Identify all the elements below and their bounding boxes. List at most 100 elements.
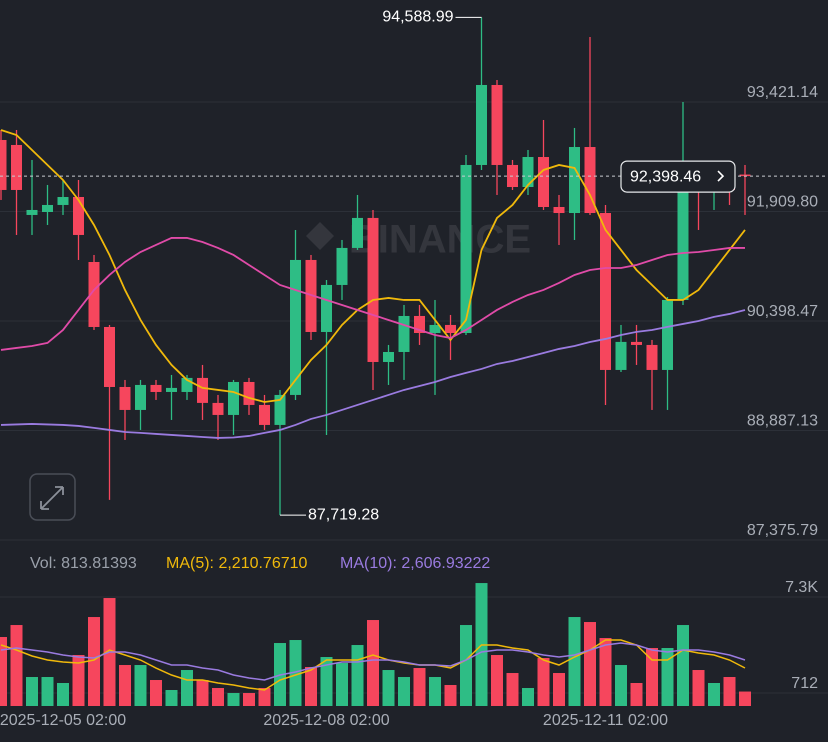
volume-bar: [599, 638, 612, 706]
volume-bar: [708, 682, 720, 706]
candle-body: [615, 341, 627, 370]
candle-body: [259, 404, 270, 425]
volume-bar: [88, 617, 100, 706]
price-panel: [0, 17, 751, 516]
volume-bar: [150, 680, 162, 706]
volume-bar: [723, 677, 736, 706]
ma-line: [0, 642, 746, 681]
volume-bar: [460, 625, 472, 706]
volume-bar: [181, 670, 193, 706]
volume-panel: [0, 583, 751, 706]
candle-body: [445, 324, 456, 333]
volume-bar: [661, 648, 674, 706]
candle-body: [290, 259, 301, 395]
volume-bar: [212, 688, 224, 706]
last-price-chevron: [717, 170, 725, 182]
candle-body: [305, 259, 317, 332]
volume-bar: [739, 691, 751, 706]
volume-bar: [584, 622, 596, 706]
candle-body: [476, 84, 487, 165]
expand-icon[interactable]: [40, 486, 64, 510]
volume-bar: [553, 673, 565, 706]
volume-bar: [522, 688, 534, 706]
y-tick-label: 93,421.14: [747, 84, 818, 101]
volume-bar: [258, 688, 271, 706]
volume-bar: [134, 665, 147, 706]
volume-bar: [57, 682, 69, 706]
volume-bar: [243, 693, 255, 706]
volume-bar: [491, 655, 503, 706]
candle-body: [228, 381, 239, 415]
candle-body: [600, 213, 611, 370]
volume-bar: [227, 693, 240, 706]
candle-body: [662, 299, 673, 370]
volume-legend: MA(10): 2,606.93222: [340, 555, 490, 572]
candle-body: [352, 217, 363, 248]
candle-body: [646, 344, 658, 370]
candle-body: [104, 326, 115, 387]
last-price-box[interactable]: [620, 160, 736, 193]
volume-bar: [506, 673, 519, 706]
candle-body: [73, 197, 84, 235]
x-tick-label: 2025-12-11 02:00: [543, 712, 668, 729]
x-tick-label: 2025-12-08 02:00: [263, 712, 389, 729]
volume-bar: [367, 620, 379, 706]
volume-legend: MA(5): 2,210.76710: [166, 555, 308, 572]
expand-button[interactable]: [29, 473, 76, 521]
candle-body: [166, 387, 177, 392]
candle-body: [150, 384, 162, 392]
candle-body: [429, 324, 441, 333]
overlay: 93,421.14 91,909.80 90,398.47 88,887.13 87,3…: [0, 9, 828, 729]
volume-bar: [320, 657, 333, 706]
volume-bar: [398, 677, 410, 706]
volume-bar: [10, 625, 23, 706]
candle-body: [336, 247, 348, 285]
y-tick-label: 91,909.80: [747, 194, 818, 211]
candle-body: [135, 384, 146, 410]
x-tick-label: 2025-12-05 02:00: [0, 712, 126, 729]
candle-body: [631, 341, 642, 345]
watermark-group: BINANCE: [306, 218, 531, 262]
volume-bar: [72, 655, 85, 706]
min-marker-label: 87,719.28: [308, 506, 379, 523]
candle-body: [491, 84, 503, 165]
volume-bar: [41, 677, 54, 706]
candle-body: [0, 139, 7, 190]
volume-bar: [413, 668, 426, 706]
volume-bar: [119, 665, 131, 706]
candle-body: [398, 315, 410, 352]
y-tick-label: 87,375.79: [747, 522, 818, 539]
candle-body: [26, 209, 38, 215]
candle-body: [553, 207, 565, 214]
candle-body: [383, 351, 394, 362]
candle-body: [57, 197, 69, 205]
watermark-logo: [306, 222, 334, 250]
y-tick-label: 712: [791, 675, 818, 692]
volume-bar: [289, 640, 302, 706]
volume-bar: [305, 667, 317, 706]
volume-bar: [382, 670, 395, 706]
volume-bar: [692, 670, 705, 706]
volume-bar: [351, 645, 364, 706]
candle-body: [88, 261, 100, 327]
y-tick-label: 90,398.47: [747, 303, 818, 320]
expand-button-frame[interactable]: [29, 473, 76, 521]
volume-bar: [26, 677, 38, 706]
candle-body: [11, 144, 22, 190]
volume-bar: [677, 625, 689, 706]
volume-legend: Vol: 813.81393: [30, 555, 137, 572]
volume-bar: [444, 685, 457, 706]
candle-body: [414, 315, 425, 333]
candle-body: [243, 381, 255, 405]
candle-body: [42, 204, 53, 213]
y-tick-label: 88,887.13: [747, 413, 818, 430]
watermark: BINANCE: [349, 218, 531, 262]
volume-bar: [646, 648, 658, 706]
volume-bar: [615, 665, 627, 706]
candle-body: [119, 386, 131, 410]
candle-body: [522, 157, 534, 188]
candle-body: [677, 164, 689, 300]
volume-bar: [336, 663, 348, 706]
